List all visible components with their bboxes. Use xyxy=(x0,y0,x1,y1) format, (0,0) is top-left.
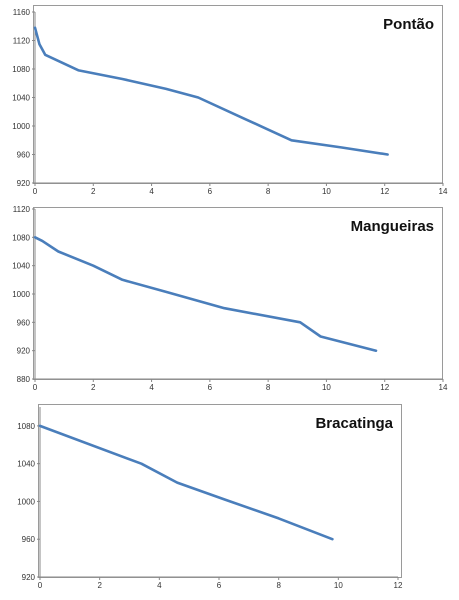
x-tick-label: 8 xyxy=(266,383,271,392)
y-tick-label: 1080 xyxy=(12,233,30,242)
y-tick-label: 1000 xyxy=(12,122,30,131)
chart-title: Bracatinga xyxy=(315,415,393,432)
chart-title: Pontão xyxy=(383,16,434,33)
y-tick-label: 1160 xyxy=(13,8,31,17)
chart-title: Mangueiras xyxy=(350,218,434,235)
x-tick-label: 8 xyxy=(266,187,271,196)
x-tick-label: 12 xyxy=(394,581,403,590)
x-tick-label: 4 xyxy=(149,187,154,196)
y-tick-label: 920 xyxy=(17,179,31,188)
y-tick-label: 920 xyxy=(22,573,36,582)
x-tick-label: 12 xyxy=(380,383,389,392)
y-tick-label: 880 xyxy=(17,375,31,384)
x-tick-label: 12 xyxy=(380,187,389,196)
x-tick-label: 10 xyxy=(322,383,331,392)
chart-panel-bracatinga: Bracatinga xyxy=(38,404,402,578)
x-tick-label: 14 xyxy=(439,383,448,392)
x-tick-label: 6 xyxy=(217,581,222,590)
y-tick-label: 960 xyxy=(17,318,31,327)
y-tick-label: 960 xyxy=(22,535,36,544)
series-line xyxy=(38,424,334,541)
series-line xyxy=(33,236,378,353)
x-tick-label: 8 xyxy=(276,581,281,590)
x-tick-label: 10 xyxy=(322,187,331,196)
chart-panel-pontao: Pontão xyxy=(33,5,443,184)
y-tick-label: 1040 xyxy=(17,460,35,469)
series-line xyxy=(33,26,389,156)
x-tick-label: 6 xyxy=(208,383,213,392)
x-tick-label: 0 xyxy=(38,581,43,590)
x-tick-label: 0 xyxy=(33,383,38,392)
y-tick-label: 1120 xyxy=(13,205,31,214)
y-tick-label: 960 xyxy=(17,151,31,160)
y-tick-label: 920 xyxy=(17,347,31,356)
y-tick-label: 1120 xyxy=(13,37,31,46)
x-tick-label: 14 xyxy=(439,187,448,196)
x-tick-label: 2 xyxy=(91,383,96,392)
x-tick-label: 6 xyxy=(208,187,213,196)
y-tick-label: 1000 xyxy=(12,290,30,299)
x-tick-label: 10 xyxy=(334,581,343,590)
y-tick-label: 1080 xyxy=(12,65,30,74)
x-tick-label: 2 xyxy=(97,581,102,590)
x-tick-label: 0 xyxy=(33,187,38,196)
y-tick-label: 1040 xyxy=(12,94,30,103)
y-tick-label: 1040 xyxy=(12,262,30,271)
y-tick-label: 1000 xyxy=(17,497,35,506)
x-tick-label: 4 xyxy=(149,383,154,392)
x-tick-label: 4 xyxy=(157,581,162,590)
x-tick-label: 2 xyxy=(91,187,96,196)
y-tick-label: 1080 xyxy=(17,422,35,431)
